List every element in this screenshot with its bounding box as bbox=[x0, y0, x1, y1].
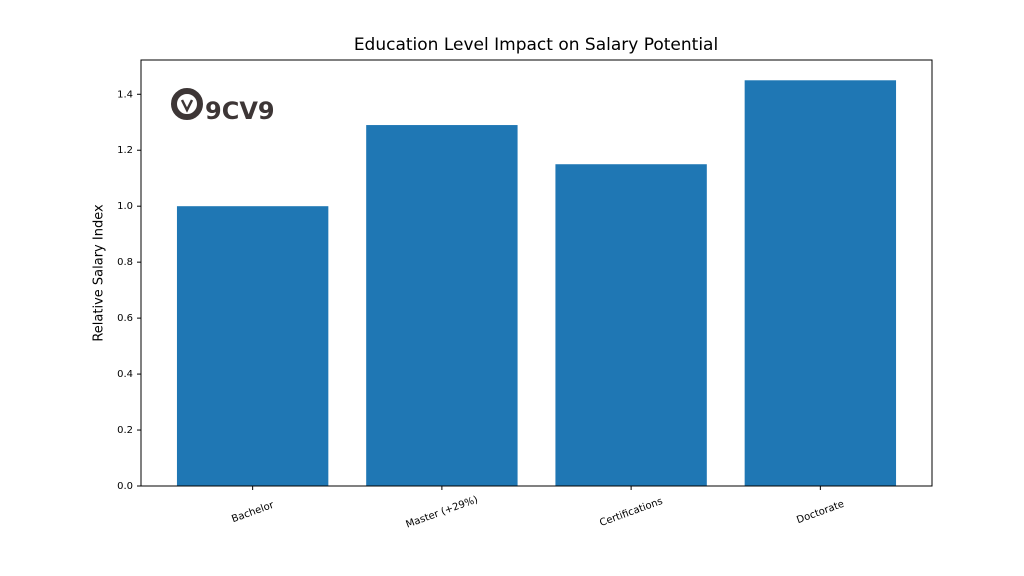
logo-icon bbox=[171, 88, 203, 120]
y-axis-label: Relative Salary Index bbox=[92, 204, 107, 342]
bar bbox=[555, 164, 707, 486]
logo-icon-v bbox=[180, 99, 194, 113]
y-tick-label: 0.2 bbox=[117, 425, 133, 436]
y-tick-label: 0.0 bbox=[117, 481, 133, 492]
y-tick-label: 1.4 bbox=[117, 89, 133, 100]
logo: 9CV9 bbox=[171, 88, 275, 125]
logo-text: 9CV9 bbox=[205, 97, 275, 125]
bar bbox=[744, 80, 897, 487]
bar bbox=[176, 206, 329, 487]
chart-title: Education Level Impact on Salary Potenti… bbox=[354, 35, 718, 55]
y-tick-label: 0.6 bbox=[117, 313, 133, 324]
y-tick-label: 1.2 bbox=[117, 145, 133, 156]
plot-frame bbox=[140, 59, 933, 487]
y-tick-label: 0.8 bbox=[117, 257, 133, 268]
y-tick-label: 1.0 bbox=[117, 201, 133, 212]
bar bbox=[366, 125, 518, 486]
y-tick-label: 0.4 bbox=[117, 369, 133, 380]
